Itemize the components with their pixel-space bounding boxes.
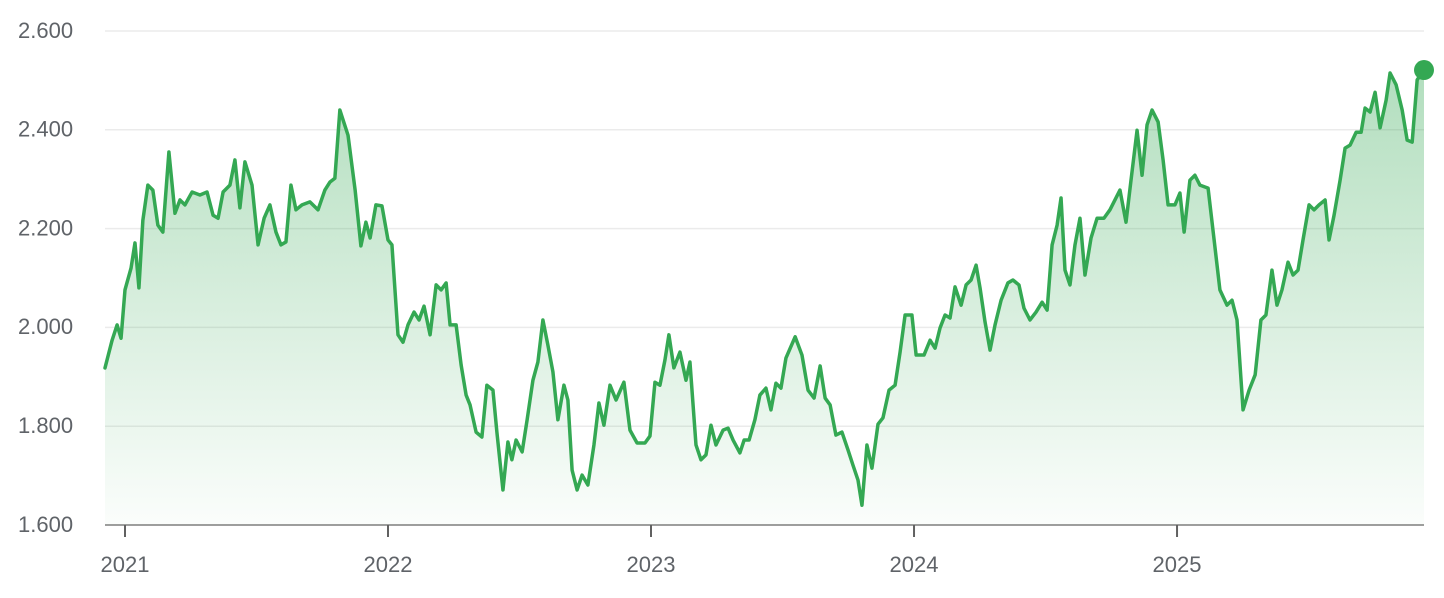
x-tick-label: 2025 bbox=[1153, 552, 1202, 577]
x-tick-label: 2021 bbox=[101, 552, 150, 577]
y-tick-label: 2.000 bbox=[18, 314, 73, 339]
y-tick-label: 1.600 bbox=[18, 512, 73, 537]
y-tick-label: 2.400 bbox=[18, 117, 73, 142]
line bbox=[103, 68, 1426, 507]
end-point bbox=[1414, 60, 1434, 81]
x-tick-label: 2024 bbox=[890, 552, 939, 577]
x-tick-label: 2022 bbox=[364, 552, 413, 577]
area bbox=[105, 70, 1424, 525]
y-tick-label: 2.600 bbox=[18, 18, 73, 43]
y-tick-label: 2.200 bbox=[18, 215, 73, 240]
y-tick-label: 1.800 bbox=[18, 413, 73, 438]
x-tick-label: 2023 bbox=[627, 552, 676, 577]
